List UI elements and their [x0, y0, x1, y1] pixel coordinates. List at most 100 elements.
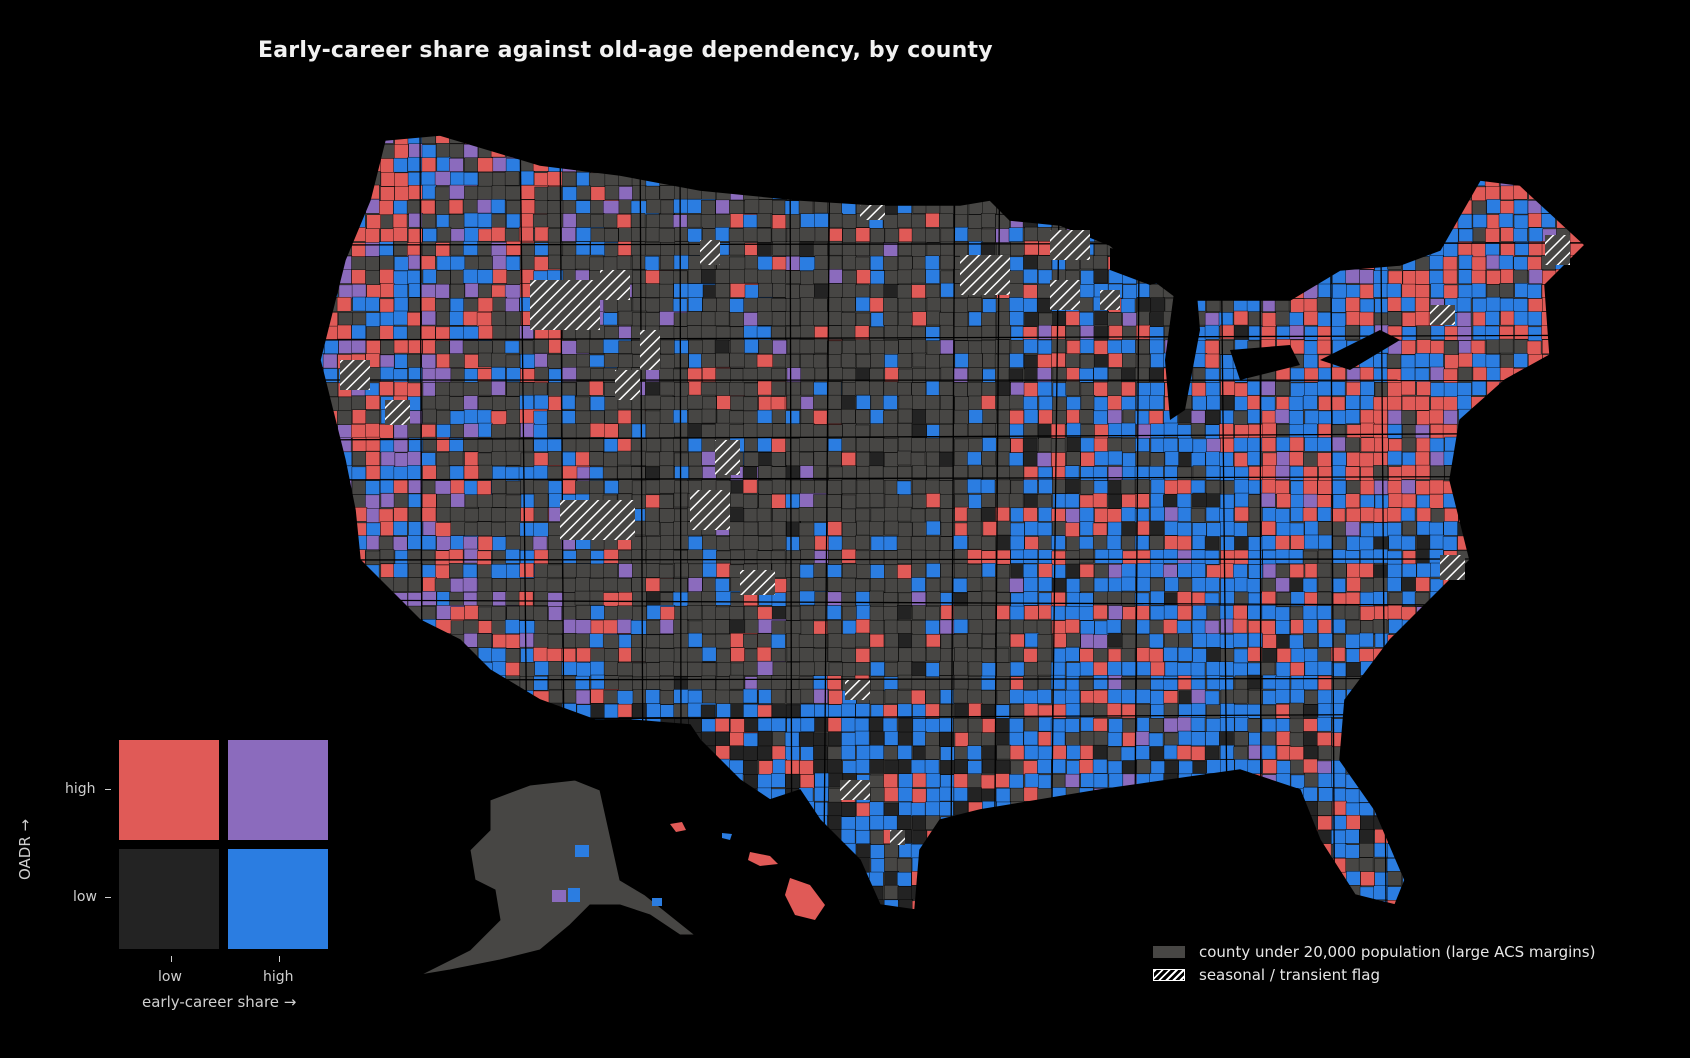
- county-cell: [1332, 843, 1348, 858]
- county-cell: [1136, 576, 1151, 592]
- county-cell: [338, 396, 353, 412]
- county-cell: [1429, 479, 1445, 495]
- county-cell: [1582, 438, 1585, 454]
- county-cell: [380, 465, 395, 481]
- county-cell: [320, 228, 325, 243]
- county-cell: [1010, 381, 1025, 397]
- county-cell: [953, 773, 969, 789]
- county-cell: [1458, 801, 1473, 816]
- county-cell: [1037, 858, 1053, 874]
- county-cell: [855, 142, 870, 158]
- county-cell: [687, 788, 702, 803]
- county-cell: [898, 717, 914, 733]
- county-cell: [352, 716, 367, 732]
- county-cell: [1289, 212, 1305, 228]
- county-cell: [1274, 829, 1290, 844]
- county-cell: [1486, 424, 1502, 440]
- county-cell: [1122, 816, 1137, 831]
- county-cell: [464, 787, 479, 803]
- county-cell: [1374, 858, 1389, 873]
- county-cell: [1275, 522, 1291, 537]
- county-cell: [589, 143, 618, 158]
- county-cell: [1317, 283, 1333, 299]
- county-cell: [1345, 409, 1360, 424]
- county-cell: [1108, 549, 1124, 564]
- county-cell: [1388, 745, 1404, 760]
- county-cell: [883, 550, 899, 565]
- county-cell: [1204, 592, 1220, 608]
- county-cell: [1443, 200, 1459, 215]
- county-cell: [407, 843, 423, 859]
- county-cell: [869, 815, 885, 831]
- county-cell: [800, 746, 815, 761]
- county-cell: [911, 227, 927, 243]
- county-cell: [1569, 270, 1585, 286]
- county-cell: [338, 465, 353, 481]
- county-cell: [1121, 135, 1137, 145]
- county-cell: [1570, 843, 1585, 858]
- county-cell: [1444, 144, 1459, 159]
- county-cell: [366, 522, 381, 538]
- county-cell: [771, 773, 786, 788]
- county-cell: [954, 563, 969, 578]
- county-cell: [366, 326, 381, 341]
- county-cell: [1457, 135, 1472, 145]
- county-cell: [351, 256, 366, 271]
- county-cell: [393, 606, 408, 622]
- county-cell: [323, 466, 339, 481]
- county-cell: [1541, 844, 1556, 860]
- county-cell: [686, 605, 702, 620]
- county-cell: [1093, 171, 1109, 186]
- county-cell: [477, 283, 493, 299]
- county-cell: [1430, 760, 1445, 775]
- county-cell: [1023, 648, 1038, 663]
- county-cell: [925, 606, 940, 621]
- county-cell: [1078, 135, 1094, 144]
- county-cell: [925, 269, 940, 284]
- county-cell: [1472, 298, 1487, 313]
- county-cell: [407, 660, 422, 676]
- county-cell: [1134, 144, 1150, 159]
- county-cell: [898, 801, 913, 817]
- county-cell: [562, 213, 578, 228]
- county-cell: [562, 479, 577, 495]
- county-cell: [1023, 872, 1039, 888]
- county-cell: [1220, 185, 1235, 201]
- county-cell: [870, 787, 885, 802]
- county-cell: [1584, 213, 1585, 229]
- county-cell: [1051, 872, 1066, 887]
- county-cell: [1164, 760, 1179, 775]
- county-cell: [1261, 787, 1277, 803]
- county-cell: [1121, 802, 1137, 817]
- county-cell: [408, 493, 423, 509]
- county-cell: [828, 844, 843, 859]
- county-cell: [1570, 325, 1585, 340]
- county-cell: [1472, 773, 1488, 788]
- county-cell: [393, 577, 409, 592]
- county-cell: [1080, 270, 1095, 285]
- county-cell: [1038, 172, 1053, 188]
- county-cell: [1570, 451, 1585, 466]
- county-cell: [700, 704, 716, 720]
- county-cell: [366, 801, 382, 816]
- county-cell: [646, 135, 661, 144]
- county-cell: [1414, 829, 1430, 844]
- county-cell: [1303, 704, 1318, 719]
- county-cell: [505, 135, 535, 144]
- county-cell: [379, 815, 394, 831]
- county-cell: [320, 367, 324, 383]
- county-cell: [674, 606, 689, 621]
- county-cell: [896, 815, 912, 830]
- county-cell: [855, 312, 871, 328]
- county-cell: [1233, 522, 1249, 537]
- county-cell: [826, 605, 842, 620]
- county-cell: [786, 381, 801, 397]
- county-cell: [911, 661, 927, 677]
- county-cell: [743, 830, 759, 846]
- county-cell: [491, 213, 506, 229]
- county-cell: [1486, 605, 1501, 620]
- county-cell: [1582, 522, 1585, 537]
- county-cell: [1052, 521, 1067, 536]
- county-cell: [1177, 591, 1192, 606]
- county-cell: [715, 172, 745, 188]
